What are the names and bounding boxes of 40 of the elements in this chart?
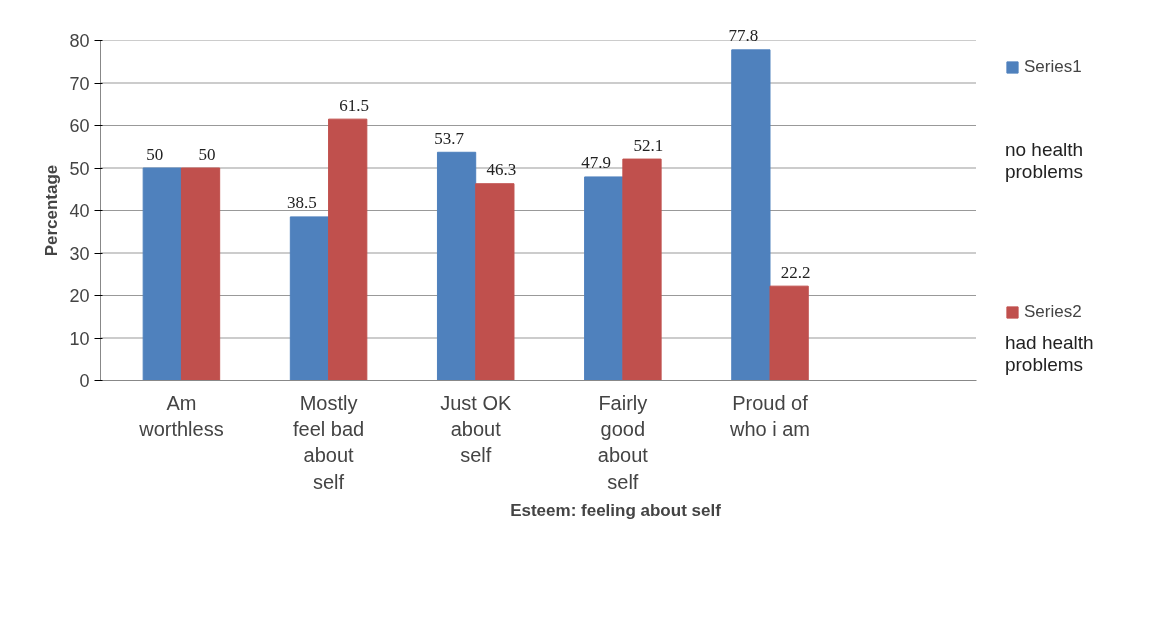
bar <box>769 285 809 381</box>
y-tick-label: 0 <box>79 371 90 391</box>
bar <box>475 183 515 381</box>
data-label: 52.1 <box>633 135 664 156</box>
data-label: 50 <box>198 144 216 165</box>
data-label: 53.7 <box>434 128 464 149</box>
y-tick-label: 40 <box>69 201 90 221</box>
bar <box>622 158 662 381</box>
x-axis-title: Esteem: feeling about self <box>510 500 722 520</box>
x-tick-label: Just OK about self <box>440 391 512 467</box>
y-tick-label: 60 <box>69 116 90 136</box>
data-label: 38.5 <box>287 193 317 214</box>
text: no health problems <box>1004 138 1084 183</box>
bar <box>584 176 624 381</box>
y-tick-label: 50 <box>69 158 90 179</box>
y-tick-label: 10 <box>69 328 90 349</box>
x-tick-label: Am worthless <box>138 391 224 440</box>
bar <box>180 167 221 381</box>
bar <box>731 49 771 381</box>
data-label: 22.2 <box>780 262 811 283</box>
legend-label: Series2 <box>1024 302 1083 322</box>
legend-label: Series1 <box>1024 57 1083 77</box>
x-tick-label: Fairly good about self <box>597 391 649 493</box>
y-tick-label: 30 <box>69 243 90 264</box>
data-label: 47.9 <box>581 153 612 174</box>
y-tick-label: 20 <box>69 286 90 306</box>
data-label: 46.3 <box>486 160 517 181</box>
y-tick-label: 80 <box>69 31 90 51</box>
data-label: 61.5 <box>339 95 370 116</box>
data-label: 77.8 <box>728 26 759 47</box>
data-label: 50 <box>146 144 164 165</box>
bar <box>289 216 330 381</box>
bar <box>328 118 368 381</box>
bar <box>436 151 477 381</box>
y-axis-title: Percentage <box>42 164 62 257</box>
x-tick-label: Mostly feel bad about self <box>292 391 365 493</box>
x-tick-label: Proud of who i am <box>728 391 811 440</box>
y-tick-label: 70 <box>69 73 90 94</box>
bar <box>142 167 182 381</box>
text: had health problems <box>1004 332 1094 377</box>
